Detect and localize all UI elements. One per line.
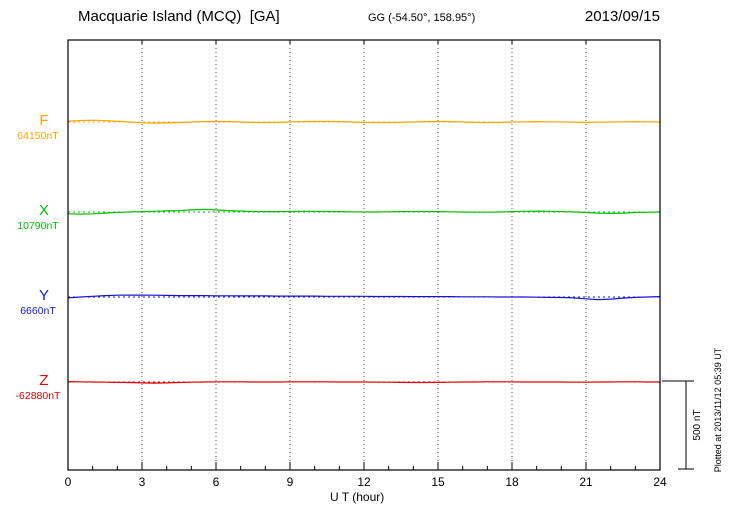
- x-axis-label: U T (hour): [330, 490, 385, 504]
- trace-Y: [67, 294, 661, 301]
- series-letter-X: X: [39, 202, 49, 219]
- x-tick-label: 12: [357, 475, 371, 489]
- plot-title: Macquarie Island (MCQ) [GA]: [78, 8, 280, 25]
- x-tick-label: 21: [579, 475, 593, 489]
- series-letter-Z: Z: [39, 372, 48, 389]
- x-tick-label: 9: [287, 475, 294, 489]
- series-baseline-value-Z: -62880nT: [16, 390, 62, 402]
- plotted-at-note: Plotted at 2013/11/12 05:39 UT: [713, 347, 723, 472]
- x-tick-label: 18: [505, 475, 519, 489]
- series-baseline-value-X: 10790nT: [17, 220, 59, 232]
- x-tick-label: 24: [653, 475, 667, 489]
- x-tick-label: 3: [139, 475, 146, 489]
- trace-F: [67, 119, 661, 124]
- scale-bar-label: 500 nT: [692, 409, 703, 440]
- series-baseline-value-F: 64150nT: [17, 130, 59, 142]
- series-letter-Y: Y: [39, 287, 49, 304]
- trace-X: [67, 208, 661, 215]
- trace-Z: [67, 381, 660, 384]
- x-tick-label: 0: [65, 475, 72, 489]
- station-coords: GG (-54.50°, 158.95°): [368, 12, 476, 24]
- series-baseline-value-Y: 6660nT: [20, 305, 56, 317]
- plot-date: 2013/09/15: [584, 8, 660, 25]
- series-letter-F: F: [39, 112, 48, 129]
- x-tick-label: 6: [213, 475, 220, 489]
- x-tick-label: 15: [431, 475, 445, 489]
